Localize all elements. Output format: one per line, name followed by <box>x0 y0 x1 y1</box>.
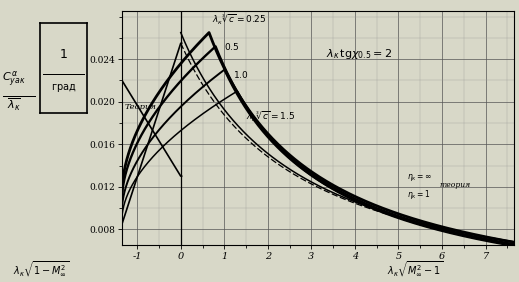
Text: $\mathrm{град}$: $\mathrm{град}$ <box>51 82 77 94</box>
Text: Теория: Теория <box>125 103 157 111</box>
Text: $\eta_{\kappa}=1$: $\eta_{\kappa}=1$ <box>407 188 431 201</box>
Text: $\eta_{\kappa}=\infty$: $\eta_{\kappa}=\infty$ <box>407 172 432 183</box>
Text: $\lambda_{\kappa}\sqrt[3]{c}=1.5$: $\lambda_{\kappa}\sqrt[3]{c}=1.5$ <box>246 110 295 124</box>
Text: $\lambda_{\kappa}\,\mathrm{tg}\chi_{0.5}=2$: $\lambda_{\kappa}\,\mathrm{tg}\chi_{0.5}… <box>326 47 392 61</box>
Text: $\lambda_{\kappa}\sqrt{M_{\infty}^2-1}$: $\lambda_{\kappa}\sqrt{M_{\infty}^2-1}$ <box>387 260 443 279</box>
Text: $0.5$: $0.5$ <box>224 41 240 52</box>
Text: $C^{\,\alpha}_{ya\kappa}$: $C^{\,\alpha}_{ya\kappa}$ <box>2 69 26 89</box>
Text: $\lambda_{\kappa}\sqrt{1-M_{\infty}^2}$: $\lambda_{\kappa}\sqrt{1-M_{\infty}^2}$ <box>13 260 70 279</box>
Text: $1$: $1$ <box>60 48 68 61</box>
Text: теория: теория <box>440 181 471 189</box>
Text: $\overline{\lambda_{\kappa}}$: $\overline{\lambda_{\kappa}}$ <box>7 96 21 113</box>
Text: $\lambda_{\kappa}\sqrt[3]{c}=0.25$: $\lambda_{\kappa}\sqrt[3]{c}=0.25$ <box>212 13 266 27</box>
Text: $1.0$: $1.0$ <box>233 69 249 80</box>
